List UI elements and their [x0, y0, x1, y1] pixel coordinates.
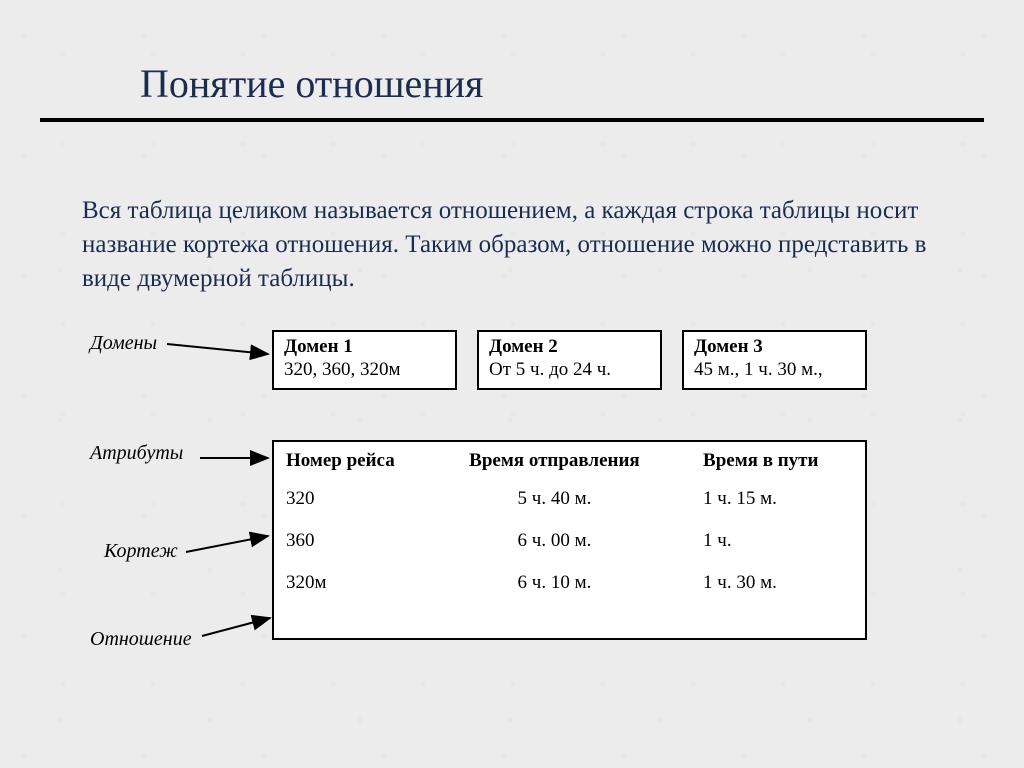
- arrow-relation-icon: [202, 618, 270, 636]
- arrow-layer: [82, 330, 952, 670]
- relation-diagram: Домены Атрибуты Кортеж Отношение Домен 1…: [82, 330, 952, 670]
- arrow-domains-icon: [167, 344, 268, 354]
- title-rule: [40, 118, 984, 122]
- arrow-tuple-icon: [186, 536, 268, 552]
- body-paragraph: Вся таблица целиком называется отношение…: [82, 194, 952, 295]
- slide-title: Понятие отношения: [140, 60, 483, 107]
